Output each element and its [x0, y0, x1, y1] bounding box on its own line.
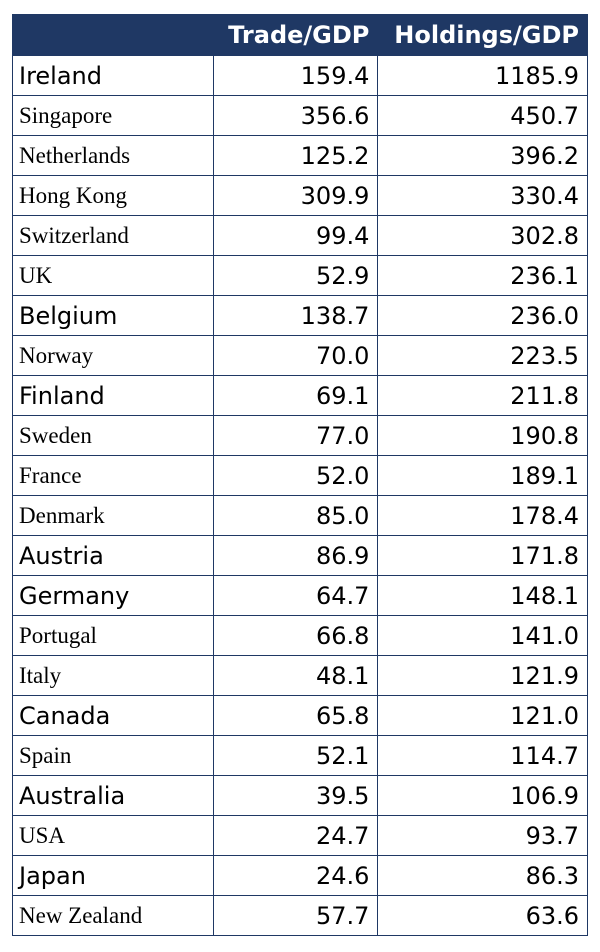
value-cell: 171.8	[377, 535, 588, 576]
value-cell: 450.7	[377, 95, 588, 136]
value-cell: 121.9	[377, 655, 588, 696]
country-cell: Finland	[12, 375, 214, 416]
country-cell: Norway	[12, 335, 214, 376]
country-cell: Singapore	[12, 95, 214, 136]
table-row: Hong Kong 309.9 330.4	[12, 175, 588, 216]
table-row: France 52.0 189.1	[12, 455, 588, 496]
column-header: Holdings/GDP	[377, 14, 588, 56]
table-row: Singapore 356.6 450.7	[12, 95, 588, 136]
value-cell: 138.7	[212, 295, 379, 336]
value-cell: 66.8	[212, 615, 379, 656]
country-cell: Spain	[12, 735, 214, 776]
value-cell: 39.5	[212, 775, 379, 816]
table-row: Finland 69.1 211.8	[12, 375, 588, 416]
table-row: UK 52.9 236.1	[12, 255, 588, 296]
value-cell: 24.6	[212, 855, 379, 896]
value-cell: 396.2	[377, 135, 588, 176]
value-cell: 57.7	[212, 895, 379, 936]
data-table: Trade/GDP Holdings/GDP Ireland 159.4 1185.9…	[12, 14, 588, 936]
table-row: Spain 52.1 114.7	[12, 735, 588, 776]
value-cell: 52.0	[212, 455, 379, 496]
value-cell: 236.0	[377, 295, 588, 336]
value-cell: 93.7	[377, 815, 588, 856]
table-row: Belgium 138.7 236.0	[12, 295, 588, 336]
column-header: Trade/GDP	[212, 14, 379, 56]
table-row: Denmark 85.0 178.4	[12, 495, 588, 536]
value-cell: 356.6	[212, 95, 379, 136]
table-row: Germany 64.7 148.1	[12, 575, 588, 616]
value-cell: 309.9	[212, 175, 379, 216]
value-cell: 85.0	[212, 495, 379, 536]
value-cell: 99.4	[212, 215, 379, 256]
value-cell: 125.2	[212, 135, 379, 176]
country-cell: Germany	[12, 575, 214, 616]
table-row: New Zealand 57.7 63.6	[12, 895, 588, 936]
value-cell: 190.8	[377, 415, 588, 456]
table-row: USA 24.7 93.7	[12, 815, 588, 856]
value-cell: 77.0	[212, 415, 379, 456]
value-cell: 69.1	[212, 375, 379, 416]
value-cell: 223.5	[377, 335, 588, 376]
country-cell: Belgium	[12, 295, 214, 336]
value-cell: 178.4	[377, 495, 588, 536]
country-cell: Canada	[12, 695, 214, 736]
country-cell: Netherlands	[12, 135, 214, 176]
table-row: Sweden 77.0 190.8	[12, 415, 588, 456]
country-cell: Portugal	[12, 615, 214, 656]
table-row: Italy 48.1 121.9	[12, 655, 588, 696]
country-cell: Japan	[12, 855, 214, 896]
value-cell: 48.1	[212, 655, 379, 696]
value-cell: 24.7	[212, 815, 379, 856]
country-cell: New Zealand	[12, 895, 214, 936]
table-row: Canada 65.8 121.0	[12, 695, 588, 736]
table-row: Norway 70.0 223.5	[12, 335, 588, 376]
value-cell: 148.1	[377, 575, 588, 616]
value-cell: 65.8	[212, 695, 379, 736]
value-cell: 330.4	[377, 175, 588, 216]
country-cell: Switzerland	[12, 215, 214, 256]
value-cell: 236.1	[377, 255, 588, 296]
country-cell: Austria	[12, 535, 214, 576]
value-cell: 1185.9	[377, 55, 588, 96]
value-cell: 63.6	[377, 895, 588, 936]
value-cell: 121.0	[377, 695, 588, 736]
value-cell: 114.7	[377, 735, 588, 776]
country-cell: Australia	[12, 775, 214, 816]
country-cell: Italy	[12, 655, 214, 696]
header-row: Trade/GDP Holdings/GDP	[12, 14, 588, 56]
value-cell: 86.9	[212, 535, 379, 576]
country-cell: Hong Kong	[12, 175, 214, 216]
value-cell: 64.7	[212, 575, 379, 616]
table-row: Portugal 66.8 141.0	[12, 615, 588, 656]
table-row: Switzerland 99.4 302.8	[12, 215, 588, 256]
value-cell: 52.1	[212, 735, 379, 776]
country-cell: Denmark	[12, 495, 214, 536]
value-cell: 302.8	[377, 215, 588, 256]
value-cell: 189.1	[377, 455, 588, 496]
table-row: Austria 86.9 171.8	[12, 535, 588, 576]
country-cell: USA	[12, 815, 214, 856]
country-cell: Sweden	[12, 415, 214, 456]
country-cell: UK	[12, 255, 214, 296]
value-cell: 86.3	[377, 855, 588, 896]
value-cell: 211.8	[377, 375, 588, 416]
country-cell: Ireland	[12, 55, 214, 96]
table-row: Netherlands 125.2 396.2	[12, 135, 588, 176]
value-cell: 70.0	[212, 335, 379, 376]
corner-cell	[12, 14, 214, 56]
table-row: Ireland 159.4 1185.9	[12, 55, 588, 96]
value-cell: 159.4	[212, 55, 379, 96]
value-cell: 52.9	[212, 255, 379, 296]
value-cell: 106.9	[377, 775, 588, 816]
country-cell: France	[12, 455, 214, 496]
value-cell: 141.0	[377, 615, 588, 656]
table-row: Japan 24.6 86.3	[12, 855, 588, 896]
table-row: Australia 39.5 106.9	[12, 775, 588, 816]
